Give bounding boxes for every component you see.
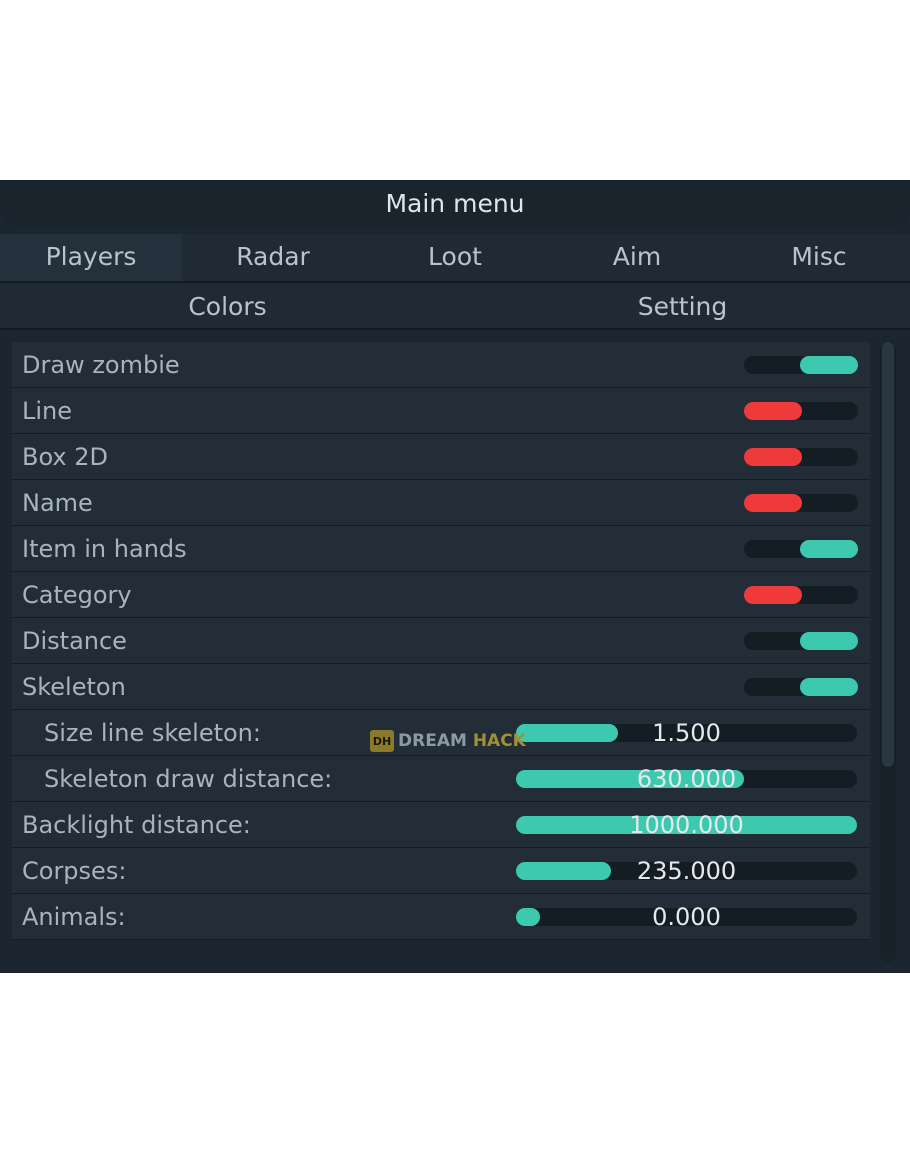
watermark-logo: DH	[370, 730, 394, 752]
scrollbar[interactable]	[880, 342, 896, 962]
window-title: Main menu	[0, 180, 910, 226]
scrollbar-thumb[interactable]	[882, 342, 894, 767]
toggle-knob	[744, 448, 802, 466]
tab-aim[interactable]: Aim	[612, 242, 662, 271]
toggle-switch[interactable]	[744, 678, 858, 696]
setting-row-name: Name	[12, 480, 870, 526]
watermark-word1: DREAM	[398, 731, 467, 751]
setting-row-category: Category	[12, 572, 870, 618]
slider-fill	[516, 724, 619, 742]
setting-row-line: Line	[12, 388, 870, 434]
setting-row-corpses: Corpses: 235.000	[12, 848, 870, 894]
tab-radar[interactable]: Radar	[236, 242, 310, 271]
setting-label: Backlight distance:	[22, 811, 251, 839]
setting-label: Animals:	[22, 903, 126, 931]
setting-row-backlight-distance: Backlight distance: 1000.000	[12, 802, 870, 848]
setting-row-distance: Distance	[12, 618, 870, 664]
toggle-knob	[800, 540, 858, 558]
tab-setting[interactable]: Setting	[637, 292, 728, 321]
setting-row-draw-zombie: Draw zombie	[12, 342, 870, 388]
tab-misc[interactable]: Misc	[791, 242, 847, 271]
toggle-switch[interactable]	[744, 356, 858, 374]
toggle-switch[interactable]	[744, 402, 858, 420]
toggle-switch[interactable]	[744, 540, 858, 558]
toggle-switch[interactable]	[744, 494, 858, 512]
slider[interactable]: 1.500	[516, 719, 857, 747]
slider[interactable]: 235.000	[516, 857, 857, 885]
tab-colors[interactable]: Colors	[188, 292, 267, 321]
settings-list: Draw zombie Line Box 2D Name Item in hands Ca…	[12, 342, 870, 940]
toggle-knob	[744, 586, 802, 604]
setting-label: Skeleton	[22, 673, 126, 701]
toggle-switch[interactable]	[744, 448, 858, 466]
setting-row-box-2d: Box 2D	[12, 434, 870, 480]
slider[interactable]: 0.000	[516, 903, 857, 931]
tab-row-secondary: Colors Setting	[0, 284, 910, 330]
setting-row-animals: Animals: 0.000	[12, 894, 870, 940]
toggle-switch[interactable]	[744, 632, 858, 650]
setting-label: Line	[22, 397, 73, 425]
tab-players[interactable]: Players	[0, 234, 182, 281]
toggle-knob	[744, 494, 802, 512]
setting-label: Distance	[22, 627, 127, 655]
slider-fill	[516, 816, 857, 834]
slider-value: 235.000	[636, 857, 737, 885]
tab-loot[interactable]: Loot	[428, 242, 482, 271]
slider-value: 1.500	[652, 719, 721, 747]
setting-label: Size line skeleton:	[44, 719, 261, 747]
toggle-knob	[800, 632, 858, 650]
main-menu-window: Main menu Players Radar Loot Aim Misc Colors…	[0, 180, 910, 973]
tab-row-primary: Players Radar Loot Aim Misc	[0, 234, 910, 283]
slider-fill	[516, 770, 745, 788]
toggle-knob	[744, 402, 802, 420]
slider-value: 1000.000	[629, 811, 744, 839]
slider-fill	[516, 908, 540, 926]
setting-label: Draw zombie	[22, 351, 180, 379]
setting-label: Skeleton draw distance:	[44, 765, 333, 793]
toggle-knob	[800, 356, 858, 374]
setting-label: Item in hands	[22, 535, 187, 563]
slider-value: 630.000	[636, 765, 737, 793]
toggle-switch[interactable]	[744, 586, 858, 604]
setting-row-skeleton-draw-distance: Skeleton draw distance: 630.000	[12, 756, 870, 802]
slider[interactable]: 1000.000	[516, 811, 857, 839]
setting-label: Box 2D	[22, 443, 108, 471]
slider-value: 0.000	[652, 903, 721, 931]
setting-label: Corpses:	[22, 857, 127, 885]
setting-row-item-in-hands: Item in hands	[12, 526, 870, 572]
slider-fill	[516, 862, 612, 880]
watermark: DH DREAM HACK	[370, 730, 526, 752]
setting-label: Name	[22, 489, 93, 517]
setting-row-skeleton: Skeleton	[12, 664, 870, 710]
watermark-word2: HACK	[472, 731, 526, 751]
toggle-knob	[800, 678, 858, 696]
slider[interactable]: 630.000	[516, 765, 857, 793]
setting-row-size-line-skeleton: Size line skeleton: 1.500	[12, 710, 870, 756]
setting-label: Category	[22, 581, 132, 609]
